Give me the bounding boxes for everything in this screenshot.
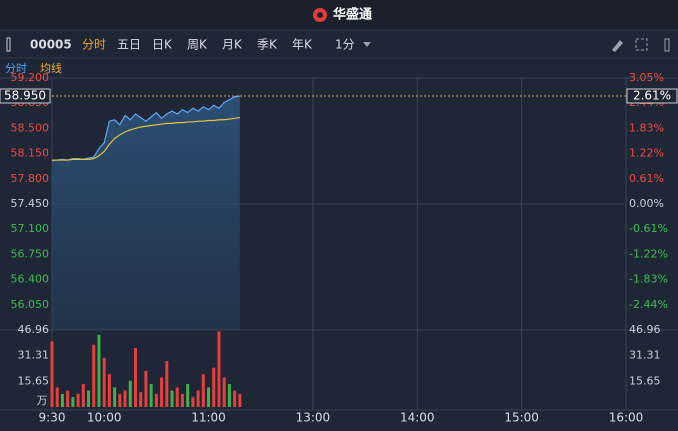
app-title: 华盛通: [333, 7, 372, 23]
volume-bar: [118, 393, 122, 407]
volume-bar: [207, 387, 211, 407]
volume-bar: [60, 393, 64, 407]
last-change-box: [626, 88, 678, 104]
x-tick-label: 11:00: [191, 411, 226, 425]
volume-bar: [107, 374, 111, 407]
x-tick-label: 16:00: [609, 411, 644, 425]
volume-bar: [81, 384, 85, 407]
volume-bar: [191, 397, 195, 407]
y2-tick-label: -2.44%: [629, 298, 668, 311]
y-tick-label: 59.200: [11, 71, 50, 84]
y2-tick-label: -1.83%: [629, 273, 668, 286]
volume-unit: 万: [37, 394, 48, 407]
volume-tick-label: 15.65: [629, 374, 661, 387]
fullscreen-icon[interactable]: [635, 38, 648, 51]
y2-tick-label: -1.22%: [629, 247, 668, 260]
volume-bar: [165, 361, 169, 407]
volume-bar: [87, 390, 91, 407]
last-price-label: 58.950: [4, 89, 46, 103]
interval-select[interactable]: 1分: [335, 38, 355, 52]
period-tab[interactable]: 季K: [257, 38, 278, 52]
volume-bar: [128, 380, 132, 407]
y2-tick-label: 0.00%: [629, 197, 664, 210]
volume-tick-label: 31.31: [629, 349, 661, 362]
volume-tick-label: 15.65: [18, 374, 50, 387]
volume-bar: [66, 390, 70, 407]
x-tick-label: 9:30: [39, 411, 66, 425]
legend-average: 均线: [40, 61, 62, 75]
legend-price: 分时: [5, 62, 27, 75]
volume-bar: [154, 393, 158, 407]
volume-tick-label: 46.96: [18, 323, 50, 336]
average-line: [52, 117, 240, 161]
volume-tick-label: 31.31: [18, 349, 50, 362]
period-tab[interactable]: 年K: [292, 38, 313, 52]
sidebar-icon[interactable]: [6, 37, 11, 52]
dropdown-arrow[interactable]: [363, 42, 371, 47]
period-tab[interactable]: 日K: [152, 38, 173, 52]
period-tab[interactable]: 周K: [187, 38, 208, 52]
volume-tick-label: 46.96: [629, 323, 661, 336]
volume-bar: [186, 384, 190, 407]
y-tick-label: 56.400: [11, 273, 50, 286]
period-tab[interactable]: 五日: [117, 38, 141, 52]
stock-code: 00005: [30, 38, 72, 52]
last-change-label: 2.61%: [633, 89, 671, 103]
y-tick-label: 58.500: [11, 121, 50, 134]
x-tick-label: 13:00: [296, 411, 331, 425]
y-tick-label: 57.800: [11, 172, 50, 185]
volume-bar: [50, 341, 54, 407]
volume-bar: [144, 370, 148, 407]
last-price-box: [0, 88, 51, 104]
y-tick-label: 56.750: [11, 247, 50, 260]
y2-tick-label: 3.05%: [629, 71, 664, 84]
volume-bar: [227, 384, 231, 407]
volume-bar: [170, 390, 174, 407]
volume-bar: [76, 393, 80, 407]
volume-bar: [55, 387, 59, 407]
y2-tick-label: -0.61%: [629, 222, 668, 235]
volume-bar: [133, 347, 137, 407]
volume-bar: [180, 393, 184, 407]
volume-bar: [113, 387, 117, 407]
y2-tick-label: 1.22%: [629, 147, 664, 160]
y-tick-label: 57.450: [11, 197, 50, 210]
y2-tick-label: 1.83%: [629, 121, 664, 134]
volume-bar: [123, 390, 127, 407]
x-tick-label: 14:00: [400, 411, 435, 425]
volume-bar: [212, 367, 216, 407]
logo-hole: [317, 12, 323, 18]
draw-icon[interactable]: [612, 40, 623, 52]
volume-bar: [196, 390, 200, 407]
volume-bar: [160, 377, 164, 407]
volume-bar: [97, 334, 101, 407]
volume-bar: [222, 377, 226, 407]
y-tick-label: 58.150: [11, 147, 50, 160]
panel-icon[interactable]: [664, 38, 670, 52]
header-bar: [0, 0, 678, 30]
volume-bar: [201, 374, 205, 407]
volume-bar: [175, 387, 179, 407]
volume-bar: [102, 357, 106, 407]
volume-bar: [238, 393, 242, 407]
volume-bar: [71, 397, 75, 407]
x-tick-label: 10:00: [87, 411, 122, 425]
x-tick-label: 15:00: [504, 411, 539, 425]
y2-tick-label: 0.61%: [629, 172, 664, 185]
y-tick-label: 57.100: [11, 222, 50, 235]
volume-bar: [233, 390, 237, 407]
volume-bar: [149, 384, 153, 407]
volume-bar: [217, 331, 221, 407]
period-tab[interactable]: 月K: [222, 38, 243, 52]
volume-bar: [92, 344, 96, 407]
price-area: [52, 96, 240, 330]
period-tab[interactable]: 分时: [82, 38, 106, 52]
volume-bar: [139, 392, 143, 407]
y-tick-label: 56.050: [11, 298, 50, 311]
